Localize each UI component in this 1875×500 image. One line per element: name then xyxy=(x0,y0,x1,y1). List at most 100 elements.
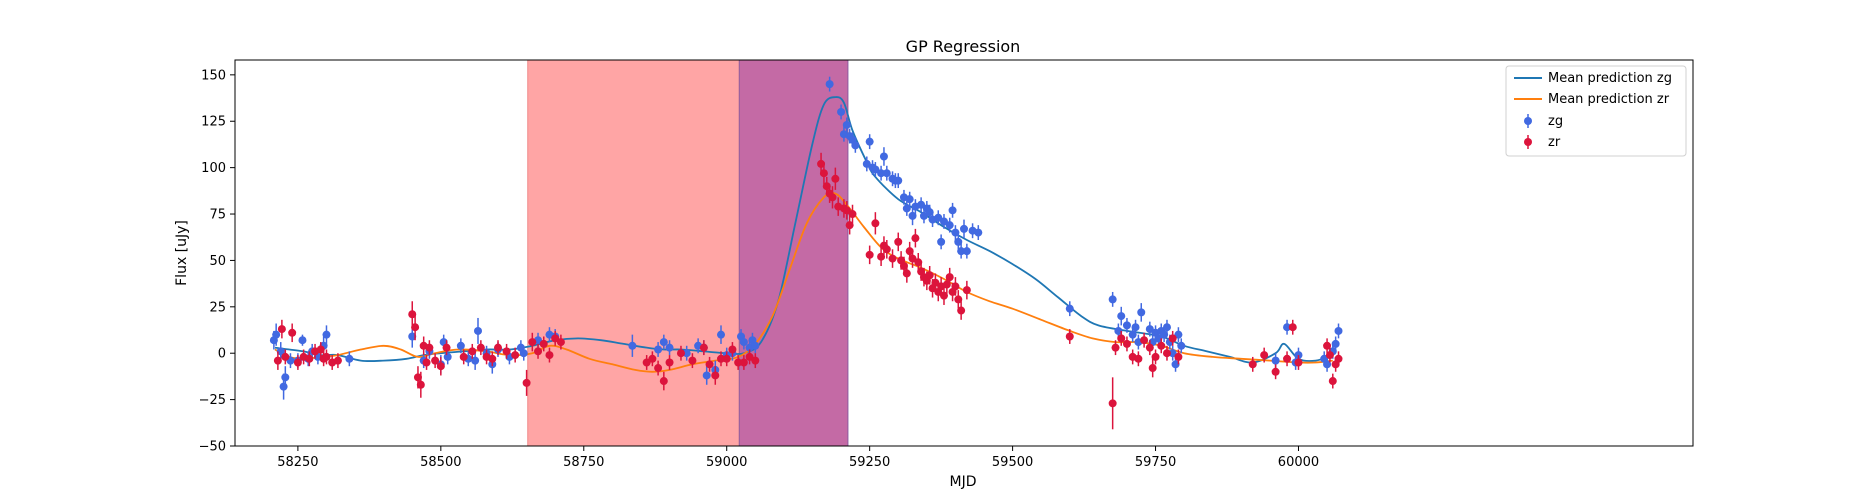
marker xyxy=(939,217,948,226)
point-zr xyxy=(476,340,485,356)
marker xyxy=(628,341,637,350)
marker xyxy=(894,176,903,185)
point-zr xyxy=(957,301,966,320)
marker xyxy=(717,330,725,339)
marker xyxy=(751,356,760,365)
point-zr xyxy=(333,353,342,369)
marker xyxy=(443,352,452,361)
point-zg xyxy=(939,214,948,229)
x-tick-label: 58250 xyxy=(277,455,318,470)
marker xyxy=(279,382,288,391)
marker xyxy=(1168,334,1177,343)
marker xyxy=(648,354,657,363)
marker xyxy=(277,325,286,334)
marker xyxy=(1111,343,1120,352)
point-zg xyxy=(456,338,465,354)
point-zr xyxy=(1325,347,1334,363)
marker xyxy=(1271,356,1280,365)
marker xyxy=(654,345,663,354)
marker xyxy=(739,338,748,347)
marker xyxy=(717,354,725,363)
marker xyxy=(1174,352,1183,361)
point-zr xyxy=(425,340,434,356)
marker xyxy=(871,165,880,174)
point-zg xyxy=(960,219,968,239)
marker xyxy=(902,269,911,278)
marker xyxy=(1323,341,1332,350)
marker xyxy=(734,358,743,367)
plot-area xyxy=(234,59,1694,447)
point-zr xyxy=(945,267,954,287)
marker xyxy=(848,210,857,219)
point-zg xyxy=(862,156,871,172)
point-zr xyxy=(1065,329,1074,344)
point-zr xyxy=(888,249,897,268)
y-axis-label: Flux [uJy] xyxy=(174,220,190,286)
marker xyxy=(1157,341,1166,350)
point-zg xyxy=(751,338,760,354)
legend-label-zr-prediction: Mean prediction zr xyxy=(1548,92,1670,107)
marker xyxy=(288,328,297,337)
marker xyxy=(422,358,431,367)
point-zr xyxy=(288,323,297,343)
marker xyxy=(1148,364,1157,373)
point-zr xyxy=(819,162,828,185)
marker xyxy=(1162,349,1171,358)
legend-label-zg-prediction: Mean prediction zg xyxy=(1548,71,1672,86)
point-zg xyxy=(1108,291,1117,307)
point-zr xyxy=(1248,356,1257,372)
legend-marker-dot xyxy=(1524,138,1532,146)
point-zg xyxy=(1174,327,1183,343)
marker xyxy=(899,261,908,270)
point-zr xyxy=(416,371,425,398)
marker xyxy=(1323,360,1332,369)
point-zr xyxy=(642,355,651,370)
point-zr xyxy=(411,314,420,341)
point-zr xyxy=(551,330,560,346)
marker xyxy=(939,291,948,300)
point-zg xyxy=(1137,303,1146,322)
marker xyxy=(665,343,674,352)
marker xyxy=(333,356,342,365)
marker xyxy=(905,247,914,256)
point-zr xyxy=(676,345,685,361)
point-zg xyxy=(902,201,911,216)
point-zr xyxy=(845,215,854,235)
point-zr xyxy=(1260,347,1269,363)
point-zr xyxy=(436,356,445,376)
marker xyxy=(1288,323,1297,332)
point-zr xyxy=(1334,351,1343,367)
point-zr xyxy=(408,301,417,328)
marker xyxy=(908,211,917,220)
marker xyxy=(316,345,325,354)
marker xyxy=(539,339,548,348)
marker xyxy=(425,343,434,352)
point-zr xyxy=(1323,338,1332,354)
point-zr xyxy=(556,334,565,350)
marker xyxy=(1137,308,1146,317)
legend-marker-zg xyxy=(1524,114,1532,128)
marker xyxy=(682,349,691,358)
point-zg xyxy=(1331,336,1340,352)
marker xyxy=(842,120,851,129)
marker xyxy=(945,273,954,282)
marker xyxy=(948,206,957,215)
marker xyxy=(1283,323,1292,332)
point-zr xyxy=(305,351,314,367)
point-zg xyxy=(957,243,966,259)
marker xyxy=(494,343,503,352)
marker xyxy=(416,380,425,389)
marker xyxy=(293,358,302,367)
marker xyxy=(298,336,307,345)
marker xyxy=(456,341,465,350)
marker xyxy=(1334,326,1343,335)
marker xyxy=(902,204,911,213)
point-zr xyxy=(281,349,290,365)
point-zg xyxy=(654,342,663,357)
marker xyxy=(951,282,960,291)
marker xyxy=(831,174,840,183)
marker xyxy=(957,306,966,315)
point-zr xyxy=(711,366,720,385)
marker xyxy=(281,373,290,382)
marker xyxy=(845,221,854,230)
